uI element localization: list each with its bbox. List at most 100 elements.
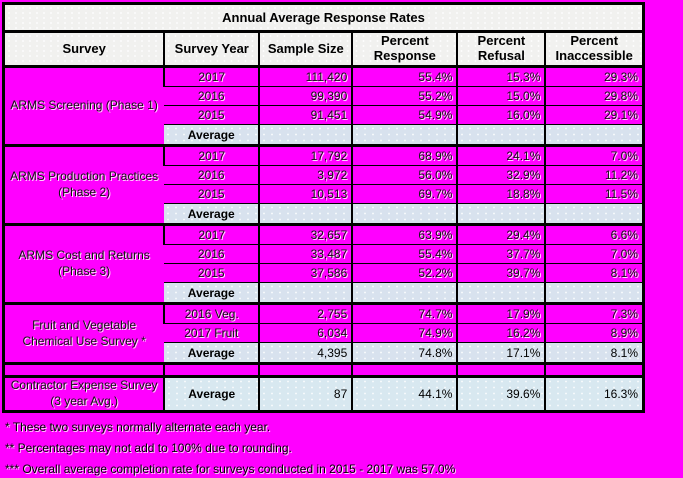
sample-size-cell: 87 (258, 375, 353, 412)
percent-inaccessible-cell: 7.0% (544, 244, 644, 264)
percent-refusal-cell: 15.0% (456, 86, 546, 106)
percent-response-cell: 54.9% (351, 105, 458, 125)
percent-refusal-cell: 39.6% (456, 375, 546, 412)
empty-cell (258, 362, 353, 377)
empty-cell (163, 362, 260, 377)
footnote-3: *** Overall average completion rate for … (5, 462, 456, 476)
percent-inaccessible-cell: 29.3% (544, 65, 644, 87)
percent-response-cell: 55.2% (351, 86, 458, 106)
percent-refusal-cell (456, 203, 546, 225)
response-rates-table: Annual Average Response Rates Survey Sur… (2, 2, 645, 413)
survey-year-cell: 2017 (163, 223, 260, 245)
sample-size-cell: 37,586 (258, 263, 353, 283)
percent-response-cell: 52.2% (351, 263, 458, 283)
survey-year-cell: 2016 (164, 165, 260, 185)
survey-year-cell: 2016 Veg. (163, 302, 260, 324)
average-row: Average (4, 282, 644, 304)
percent-response-cell: 68.9% (351, 144, 458, 166)
table-header-row: Survey Survey Year Sample Size Percent R… (3, 30, 644, 67)
survey-name-cell: Fruit and Vegetable Chemical Use Survey … (3, 302, 165, 364)
percent-inaccessible-cell: 7.3% (544, 302, 644, 324)
spacer-row (3, 362, 644, 377)
table-row: ARMS Cost and Returns (Phase 3) 2017 32,… (3, 223, 644, 304)
percent-refusal-cell (456, 124, 546, 146)
average-label-cell: Average (164, 342, 260, 364)
percent-inaccessible-cell: 11.2% (544, 165, 644, 185)
percent-inaccessible-cell: 7.0% (544, 144, 644, 166)
percent-refusal-cell: 32.9% (456, 165, 546, 185)
table-title: Annual Average Response Rates (3, 3, 644, 32)
empty-cell (456, 362, 546, 377)
table-row: ARMS Screening (Phase 1) 2017 111,420 55… (3, 65, 644, 146)
sample-size-cell: 2,755 (258, 302, 353, 324)
column-header-sample-size: Sample Size (258, 30, 353, 67)
percent-response-cell: 74.8% (351, 342, 458, 364)
percent-inaccessible-cell: 6.6% (544, 223, 644, 245)
sample-size-cell (258, 282, 353, 304)
empty-cell (3, 362, 165, 377)
column-header-survey: Survey (3, 30, 165, 67)
table-row: 2015 10,513 69.7% 18.8% 11.5% (4, 184, 644, 204)
column-header-percent-response: Percent Response (351, 30, 458, 67)
percent-response-cell (351, 203, 458, 225)
percent-inaccessible-cell: 16.3% (544, 375, 644, 412)
footnotes: * These two surveys normally alternate e… (5, 420, 683, 476)
percent-response-cell: 55.4% (351, 65, 458, 87)
average-label-cell: Average (164, 203, 260, 225)
percent-inaccessible-cell (544, 203, 644, 225)
survey-year-cell: 2017 (163, 144, 260, 166)
percent-response-cell: 63.9% (351, 223, 458, 245)
column-header-survey-year: Survey Year (163, 30, 260, 67)
percent-response-cell (351, 124, 458, 146)
percent-refusal-cell: 37.7% (456, 244, 546, 264)
sample-size-cell: 99,390 (258, 86, 353, 106)
sample-size-cell: 32,657 (258, 223, 353, 245)
table-row: Fruit and Vegetable Chemical Use Survey … (3, 302, 644, 364)
percent-refusal-cell: 15.3% (456, 65, 546, 87)
table-row: Annual Average Response Rates (3, 3, 644, 32)
average-row: Average (4, 124, 644, 146)
percent-response-cell: 69.7% (351, 184, 458, 204)
average-row: Average 4,395 74.8% 17.1% 8.1% (4, 342, 644, 364)
percent-inaccessible-cell: 29.1% (544, 105, 644, 125)
survey-year-cell: 2017 (163, 65, 260, 87)
table-row: 2015 91,451 54.9% 16.0% 29.1% (4, 105, 644, 125)
empty-cell (544, 362, 644, 377)
table-row: 2016 99,390 55.2% 15.0% 29.8% (4, 86, 644, 106)
survey-name-cell: Contractor Expense Survey (3 year Avg.) (3, 375, 165, 412)
survey-year-cell: 2016 (164, 244, 260, 264)
survey-name-cell: ARMS Cost and Returns (Phase 3) (3, 223, 165, 304)
table-row: ARMS Production Practices (Phase 2) 2017… (3, 144, 644, 225)
percent-inaccessible-cell: 11.5% (544, 184, 644, 204)
percent-refusal-cell: 29.4% (456, 223, 546, 245)
sample-size-cell: 10,513 (258, 184, 353, 204)
percent-response-cell: 55.4% (351, 244, 458, 264)
column-header-percent-refusal: Percent Refusal (456, 30, 546, 67)
table-row: 2017 Fruit 6,034 74.9% 16.2% 8.9% (4, 323, 644, 343)
sample-size-cell (258, 124, 353, 146)
survey-year-cell: 2015 (164, 263, 260, 283)
percent-refusal-cell: 18.8% (456, 184, 546, 204)
sample-size-cell: 17,792 (258, 144, 353, 166)
empty-cell (351, 362, 458, 377)
percent-inaccessible-cell: 29.8% (544, 86, 644, 106)
table-row: 2015 37,586 52.2% 39.7% 8.1% (4, 263, 644, 283)
sample-size-cell: 4,395 (258, 342, 353, 364)
percent-inaccessible-cell (544, 282, 644, 304)
footnote-2: ** Percentages may not add to 100% due t… (5, 441, 292, 455)
survey-name-cell: ARMS Production Practices (Phase 2) (3, 144, 165, 225)
percent-response-cell: 74.9% (351, 323, 458, 343)
survey-year-cell: 2015 (164, 105, 260, 125)
percent-response-cell: 44.1% (351, 375, 458, 412)
percent-response-cell: 74.7% (351, 302, 458, 324)
percent-refusal-cell: 24.1% (456, 144, 546, 166)
percent-inaccessible-cell: 8.1% (544, 263, 644, 283)
table-row: Contractor Expense Survey (3 year Avg.) … (3, 375, 644, 412)
survey-year-cell: 2015 (164, 184, 260, 204)
survey-year-cell: 2017 Fruit (164, 323, 260, 343)
average-row: Average (4, 203, 644, 225)
average-label-cell: Average (164, 124, 260, 146)
table-row: 2016 33,487 55.4% 37.7% 7.0% (4, 244, 644, 264)
percent-refusal-cell: 16.0% (456, 105, 546, 125)
